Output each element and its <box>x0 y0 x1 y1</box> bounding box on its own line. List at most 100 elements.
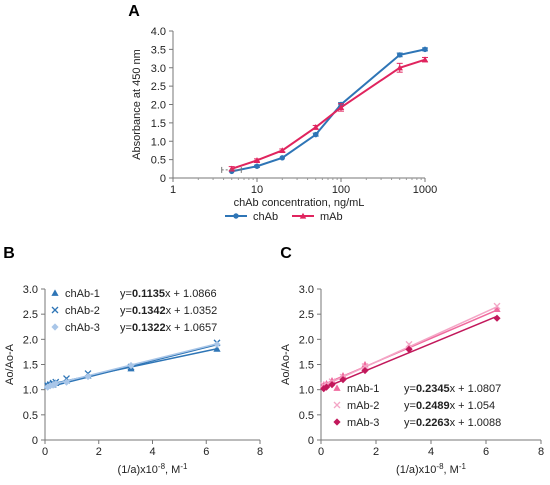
x-tick-label: 1 <box>170 184 176 196</box>
y-tick-label: 2.0 <box>299 334 314 346</box>
series-line <box>231 48 426 173</box>
y-tick-label: 2.0 <box>151 100 166 112</box>
legend-marker <box>51 323 59 331</box>
legend-label: chAb-1 <box>65 288 100 300</box>
y-tick-label: 0.5 <box>23 410 38 422</box>
y-tick-label: 2.5 <box>151 81 166 93</box>
x-tick-label: 4 <box>428 446 434 458</box>
y-tick-label: 3.5 <box>151 44 166 56</box>
regression-equation: y=0.1135x + 1.0866 <box>120 288 217 300</box>
x-tick-label: 10 <box>251 184 263 196</box>
legend-marker <box>333 384 341 391</box>
regression-equation: y=0.2263x + 1.0088 <box>404 417 501 429</box>
data-point <box>405 345 413 353</box>
y-tick-label: 0.5 <box>151 155 166 167</box>
y-tick-label: 1.0 <box>151 136 166 148</box>
data-point <box>279 147 286 154</box>
legend-marker <box>333 401 341 409</box>
x-tick-label: 6 <box>483 446 489 458</box>
series-mAb <box>228 56 429 172</box>
x-tick-label: 8 <box>257 446 263 458</box>
panel-b-chart: B 0 0.5 1.0 1.5 2.0 2.5 3.0 0 2 4 6 8 (1/a)x10-8, M-1… <box>3 245 263 476</box>
legend-marker <box>333 418 341 426</box>
data-point <box>361 366 369 375</box>
data-point <box>44 383 52 391</box>
x-tick-label: 2 <box>96 446 102 458</box>
legend-marker <box>233 213 239 219</box>
y-tick-label: 1.5 <box>23 360 38 372</box>
data-point <box>421 56 429 63</box>
data-point <box>313 131 319 138</box>
y-tick-label: 3.0 <box>151 63 166 75</box>
data-point <box>127 361 135 370</box>
x-axis-title: (1/a)x10-8, M-1 <box>118 462 188 477</box>
panel-letter-c: C <box>280 245 292 262</box>
x-axis-title: chAb concentration, ng/mL <box>234 197 365 209</box>
data-point <box>337 104 345 111</box>
legend-item-chAb: chAb <box>225 211 278 223</box>
y-tick-label: 1.0 <box>23 385 38 397</box>
series-line <box>231 58 426 170</box>
legend-label: mAb-2 <box>347 400 379 412</box>
legend-label: mAb-1 <box>347 383 379 395</box>
y-axis-title: Ao/Ao-A <box>4 343 16 385</box>
legend-marker <box>51 306 59 314</box>
series-mAb-2 <box>320 302 501 390</box>
data-point <box>422 46 428 53</box>
x-tick-label: 0 <box>318 446 324 458</box>
y-tick-label: 0 <box>308 435 314 447</box>
legend-label: chAb-3 <box>65 322 100 334</box>
x-tick-label: 4 <box>149 446 155 458</box>
data-point <box>493 305 501 313</box>
legend-item-mAb-3: mAb-3 y=0.2263x + 1.0088 <box>333 417 501 429</box>
y-tick-label: 0 <box>32 435 38 447</box>
x-tick-label: 100 <box>332 184 350 196</box>
data-point <box>254 163 260 169</box>
series-chAb-3 <box>44 340 221 391</box>
legend-label: chAb-2 <box>65 305 100 317</box>
y-tick-label: 4.0 <box>151 26 166 38</box>
data-point <box>405 340 413 348</box>
legend-marker <box>299 212 307 219</box>
data-point <box>322 383 331 391</box>
regression-equation: y=0.1342x + 1.0352 <box>120 305 217 317</box>
x-tick-label: 0 <box>42 446 48 458</box>
y-tick-label: 3.0 <box>299 284 314 296</box>
data-point <box>213 340 221 348</box>
data-point <box>62 378 71 386</box>
data-point <box>213 345 221 352</box>
panel-a-chart: A 0 0.5 1.0 1.5 2.0 2.5 3.0 3.5 4.0 1 10 100 1000 chAb… <box>128 3 437 223</box>
data-point <box>253 157 261 163</box>
y-axis-title: Ao/Ao-A <box>280 343 292 385</box>
data-point <box>84 372 92 381</box>
panel-c-chart: C 0 0.5 1.0 1.5 2.0 2.5 3.0 0 2 4 6 8 (1/a)x10-8, M-1… <box>280 245 544 476</box>
legend-item-chAb-3: chAb-3 y=0.1322x + 1.0657 <box>51 322 217 334</box>
legend-item-mAb: mAb <box>292 211 343 223</box>
data-point <box>493 302 501 310</box>
y-tick-label: 2.5 <box>299 309 314 321</box>
legend-item-chAb-2: chAb-2 y=0.1342x + 1.0352 <box>51 305 217 317</box>
x-tick-label: 2 <box>373 446 379 458</box>
data-point <box>361 363 369 370</box>
legend-item-chAb-1: chAb-1 y=0.1135x + 1.0866 <box>51 288 217 300</box>
data-point <box>328 381 336 389</box>
panel-letter-a: A <box>128 3 140 20</box>
y-tick-label: 1.5 <box>151 118 166 130</box>
y-tick-label: 2.0 <box>23 334 38 346</box>
data-point <box>493 314 501 322</box>
y-tick-label: 1.0 <box>299 385 314 397</box>
y-tick-label: 0 <box>160 173 166 185</box>
legend-label: mAb <box>320 211 343 223</box>
x-tick-label: 6 <box>203 446 209 458</box>
panel-letter-b: B <box>3 245 15 262</box>
legend-label: mAb-3 <box>347 417 379 429</box>
data-point <box>279 155 285 161</box>
x-tick-label: 1000 <box>413 184 437 196</box>
legend: mAb-1 y=0.2345x + 1.0807 mAb-2 y=0.2489x + … <box>333 383 501 429</box>
data-point <box>312 124 319 130</box>
data-point <box>397 52 403 58</box>
legend-marker <box>51 289 59 296</box>
legend-item-mAb-2: mAb-2 y=0.2489x + 1.054 <box>333 400 495 412</box>
regression-equation: y=0.2345x + 1.0807 <box>404 383 501 395</box>
